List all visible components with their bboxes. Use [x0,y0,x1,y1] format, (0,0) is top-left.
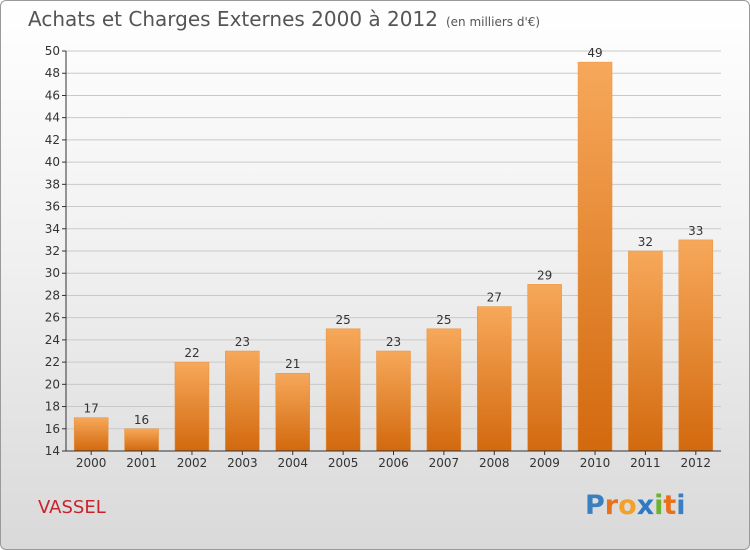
chart-title-text: Achats et Charges Externes 2000 à 2012 [28,7,438,31]
y-tick-label: 28 [45,288,60,302]
x-tick-label-2008: 2008 [479,456,510,470]
bar-2011 [628,250,663,452]
data-label-2011: 32 [638,235,653,249]
y-tick-label: 32 [45,244,60,258]
y-tick-label: 20 [45,377,60,391]
data-label-2006: 23 [386,335,401,349]
x-tick-label-2004: 2004 [277,456,308,470]
bar-2012 [678,239,714,452]
bar-2006 [376,350,411,452]
bar-2000 [73,417,109,452]
y-tick-label: 18 [45,400,60,414]
logo-letter: i [676,490,686,521]
chart-title: Achats et Charges Externes 2000 à 2012 (e… [28,7,540,31]
x-tick-label-2002: 2002 [177,456,208,470]
bar-2005 [325,328,361,452]
bar-2007 [426,328,462,452]
logo-letter: o [618,490,637,521]
y-tick-label: 16 [45,422,60,436]
proxiti-logo: Proxiti [585,490,686,521]
y-tick-label: 30 [45,266,60,280]
y-tick-label: 50 [45,44,60,58]
data-label-2004: 21 [285,357,300,371]
y-tick-label: 44 [45,111,60,125]
bar-2001 [124,428,159,452]
bar-2009 [527,284,562,452]
place-name: VASSEL [38,497,106,518]
labels: 17 16 22 23 21 25 23 25 27 29 49 32 33 [84,46,704,427]
y-tick-label: 40 [45,155,60,169]
x-tick-label-2005: 2005 [328,456,359,470]
logo-letter: r [604,490,619,521]
y-tick-label: 36 [45,200,60,214]
y-tick-label: 46 [45,88,60,102]
x-tick-label-2009: 2009 [529,456,560,470]
y-tick-label: 26 [45,311,60,325]
logo-letter: i [654,490,664,521]
bar-2002 [174,361,210,452]
y-tick-label: 22 [45,355,60,369]
bars [73,61,714,452]
data-label-2007: 25 [436,313,451,327]
data-label-2002: 22 [184,346,199,360]
bar-2003 [225,350,260,452]
axes: 14 16 18 20 22 24 26 28 30 32 34 36 38 40 42 44 46 48 50 20… [45,44,721,470]
x-tick-label-2003: 2003 [227,456,258,470]
y-tick-label: 24 [45,333,60,347]
x-tick-label-2012: 2012 [681,456,712,470]
y-tick-label: 14 [45,444,60,458]
data-label-2003: 23 [235,335,250,349]
data-label-2010: 49 [587,46,602,60]
x-tick-label-2000: 2000 [76,456,107,470]
bar-2010 [577,61,613,452]
bar-2008 [477,306,512,452]
y-tick-label: 42 [45,133,60,147]
x-tick-label-2007: 2007 [429,456,460,470]
x-tick-label-2001: 2001 [126,456,157,470]
y-tick-label: 38 [45,177,60,191]
bar-2004 [275,372,310,452]
data-label-2005: 25 [335,313,350,327]
data-label-2009: 29 [537,268,552,282]
chart-unit: (en milliers d'€) [445,15,541,29]
y-tick-label: 48 [45,66,60,80]
logo-letter: P [585,490,605,521]
data-label-2000: 17 [84,402,99,416]
data-label-2008: 27 [487,291,502,305]
logo-letter: t [663,490,677,521]
logo-letter: x [636,490,655,521]
y-tick-label: 34 [45,222,60,236]
data-label-2012: 33 [688,224,703,238]
x-tick-label-2006: 2006 [378,456,409,470]
x-tick-label-2011: 2011 [630,456,661,470]
x-tick-label-2010: 2010 [580,456,611,470]
data-label-2001: 16 [134,413,149,427]
